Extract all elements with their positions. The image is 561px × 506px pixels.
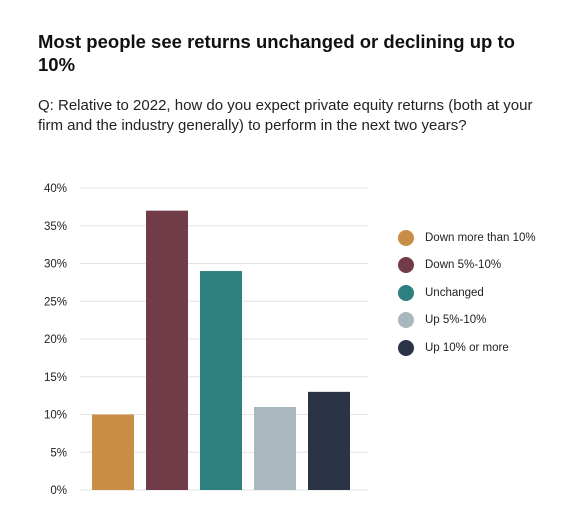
legend-label: Unchanged <box>425 286 484 299</box>
legend-item: Up 5%-10% <box>398 307 558 335</box>
bar-up-10-or-more <box>308 391 350 490</box>
legend-swatch <box>398 229 414 246</box>
legend-item: Down more than 10% <box>398 224 558 252</box>
y-tick-label: 10% <box>44 410 67 422</box>
y-tick-label: 35% <box>44 221 67 233</box>
bar-unchanged <box>200 271 242 490</box>
y-tick-label: 30% <box>44 259 67 271</box>
chart-question: Q: Relative to 2022, how do you expect p… <box>38 97 533 134</box>
y-tick-label: 25% <box>44 296 67 308</box>
y-tick-label: 40% <box>44 183 67 195</box>
bar-up-5-10 <box>254 406 296 490</box>
legend-item: Up 10% or more <box>398 334 558 362</box>
legend-item: Unchanged <box>398 279 558 307</box>
legend-label: Down more than 10% <box>425 231 536 244</box>
legend-swatch <box>398 312 414 329</box>
bar-down-5-10 <box>146 210 188 490</box>
legend-label: Up 5%-10% <box>425 314 487 327</box>
y-tick-label: 15% <box>44 372 67 384</box>
legend-label: Down 5%-10% <box>425 259 502 272</box>
legend-swatch <box>398 257 414 274</box>
legend-label: Up 10% or more <box>425 341 509 354</box>
chart-legend: Down more than 10% Down 5%-10% Unchanged Up… <box>398 224 558 362</box>
legend-item: Down 5%-10% <box>398 252 558 280</box>
chart-title: Most people see returns unchanged or dec… <box>38 31 515 75</box>
legend-swatch <box>398 284 414 301</box>
y-tick-label: 5% <box>50 447 67 459</box>
y-tick-label: 0% <box>50 485 67 497</box>
y-tick-label: 20% <box>44 334 67 346</box>
bar-down-more-than-10 <box>92 414 134 490</box>
legend-swatch <box>398 339 414 356</box>
